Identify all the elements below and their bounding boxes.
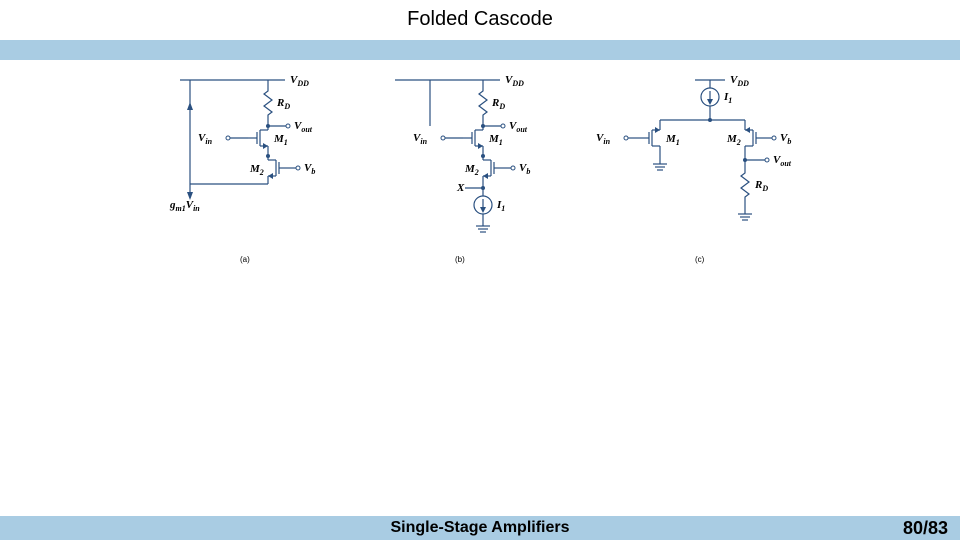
svg-text:M1: M1 bbox=[488, 133, 503, 147]
sublabel-a: (a) bbox=[240, 255, 250, 264]
accent-bar-top bbox=[0, 40, 960, 60]
svg-text:M2: M2 bbox=[726, 133, 741, 147]
sublabel-b: (b) bbox=[455, 255, 465, 264]
svg-text:M1: M1 bbox=[665, 133, 680, 147]
svg-text:I1: I1 bbox=[723, 91, 732, 105]
svg-text:M2: M2 bbox=[464, 163, 479, 177]
accent-bar-bottom: Single-Stage Amplifiers 80/83 bbox=[0, 516, 960, 540]
sublabel-c: (c) bbox=[695, 255, 705, 264]
slide-title: Folded Cascode bbox=[0, 8, 960, 31]
svg-text:I1: I1 bbox=[496, 199, 505, 213]
svg-text:Vout: Vout bbox=[509, 120, 528, 134]
svg-text:Vin: Vin bbox=[596, 132, 611, 146]
circuits-svg: VDD RD Vout M2 Vb bbox=[150, 72, 810, 282]
svg-text:VDD: VDD bbox=[505, 74, 524, 88]
svg-text:RD: RD bbox=[491, 97, 505, 111]
svg-text:Vout: Vout bbox=[773, 154, 792, 168]
footer-title: Single-Stage Amplifiers bbox=[0, 519, 960, 537]
svg-text:VDD: VDD bbox=[730, 74, 749, 88]
svg-text:Vb: Vb bbox=[780, 132, 791, 146]
page-number: 80/83 bbox=[903, 518, 948, 539]
svg-text:Vin: Vin bbox=[413, 132, 428, 146]
svg-text:RD: RD bbox=[754, 179, 768, 193]
svg-text:Vb: Vb bbox=[519, 162, 530, 176]
svg-text:X: X bbox=[456, 182, 465, 194]
